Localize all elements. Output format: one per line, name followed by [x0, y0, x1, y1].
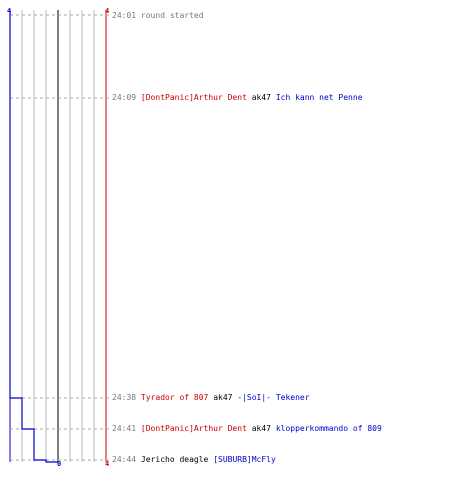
weapon-name: ak47 — [213, 393, 233, 402]
team-b-alive-step-line — [9, 10, 58, 463]
event-row-round-start: 24:01 round started — [112, 11, 204, 21]
right-top-axis-label: 4 — [105, 7, 109, 15]
event-row-kill: 24:44 Jericho deagle [SUBURB]McFly — [112, 455, 276, 465]
killer-name: Jericho — [140, 455, 175, 464]
event-time: 24:01 — [112, 11, 137, 20]
event-time: 24:38 — [112, 393, 137, 402]
victim-name: -|SoI|- Tekener — [237, 393, 310, 402]
event-row-kill: 24:38 Tyrador of 807 ak47 -|SoI|- Tekene… — [112, 393, 310, 403]
event-time: 24:44 — [112, 455, 137, 464]
killer-name: Tyrador of 807 — [140, 393, 209, 402]
event-time: 24:09 — [112, 93, 137, 102]
killer-name: [DontPanic]Arthur Dent — [140, 424, 247, 433]
weapon-name: ak47 — [251, 93, 271, 102]
victim-name: [SUBURB]McFly — [213, 455, 276, 464]
event-row-kill: 24:09 [DontPanic]Arthur Dent ak47 Ich ka… — [112, 93, 363, 103]
event-time: 24:41 — [112, 424, 137, 433]
weapon-name: deagle — [179, 455, 209, 464]
victim-name: klopperkommando of 809 — [275, 424, 382, 433]
left-top-axis-label: 4 — [7, 7, 11, 15]
event-message: round started — [140, 11, 204, 20]
right-bottom-axis-label: 4 — [105, 460, 109, 468]
event-row-kill: 24:41 [DontPanic]Arthur Dent ak47 kloppe… — [112, 424, 382, 434]
center-bottom-axis-label: 0 — [57, 460, 61, 468]
victim-name: Ich kann net Penne — [275, 93, 363, 102]
killer-name: [DontPanic]Arthur Dent — [140, 93, 247, 102]
weapon-name: ak47 — [251, 424, 271, 433]
